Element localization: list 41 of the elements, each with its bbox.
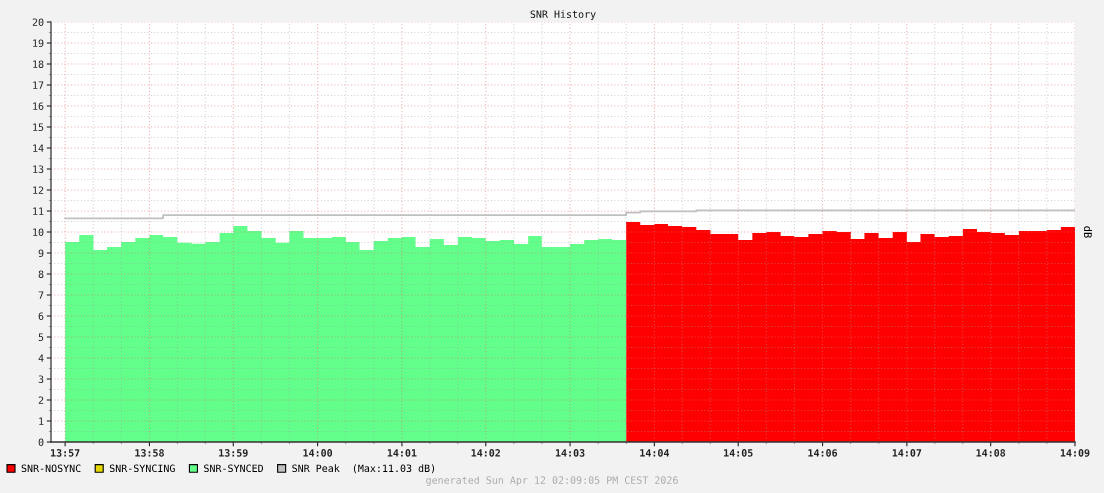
y-tick-label: 17 [33, 81, 44, 89]
y-tick-label: 6 [38, 312, 44, 320]
y-tick-label: 3 [38, 375, 44, 383]
x-tick-label: 14:07 [892, 449, 922, 457]
legend-label: SNR-SYNCING [109, 464, 175, 473]
y-tick-label: 13 [33, 165, 44, 173]
y-tick-label: 14 [33, 144, 44, 152]
y-tick-label: 11 [33, 207, 44, 215]
y-tick-label: 5 [38, 333, 44, 341]
y-tick-label: 12 [33, 186, 44, 194]
x-tick-label: 14:08 [976, 449, 1006, 457]
chart-title: SNR History [530, 10, 596, 20]
y-tick-label: 9 [38, 249, 44, 257]
y-tick-label: 18 [33, 60, 44, 68]
y-tick-label: 10 [33, 228, 44, 236]
x-tick-label: 14:04 [640, 449, 669, 457]
y-tick-label: 8 [38, 270, 44, 278]
x-tick-label: 14:00 [303, 449, 333, 457]
legend-label: SNR-NOSYNC [21, 464, 81, 473]
x-tick-label: 14:01 [387, 449, 417, 457]
x-tick-label: 13:59 [219, 449, 248, 457]
text: generated Sun Apr 12 02:09:05 PM CEST 2026 [426, 476, 678, 486]
y-tick-label: 19 [33, 39, 44, 47]
y-tick-label: 2 [38, 396, 44, 404]
y-tick-label: 0 [38, 438, 44, 446]
x-tick-label: 14:03 [555, 449, 585, 457]
y-tick-label: 1 [39, 417, 44, 425]
legend-label: SNR-SYNCED [204, 464, 264, 473]
y-tick-label: 20 [32, 18, 44, 26]
x-tick-label: 13:57 [51, 449, 80, 457]
x-tick-label: 13:58 [135, 449, 164, 457]
legend-label: SNR Peak (Max:11.03 dB) [292, 464, 435, 474]
y-tick-label: 7 [38, 291, 44, 299]
y-axis-title: dB [1083, 226, 1093, 238]
y-tick-label: 4 [38, 354, 44, 362]
x-tick-label: 14:02 [471, 449, 500, 457]
x-tick-label: 14:09 [1060, 449, 1090, 457]
x-tick-label: 14:05 [724, 449, 753, 457]
y-tick-label: 15 [33, 123, 44, 131]
y-tick-label: 16 [33, 102, 44, 110]
x-tick-label: 14:06 [808, 449, 838, 457]
